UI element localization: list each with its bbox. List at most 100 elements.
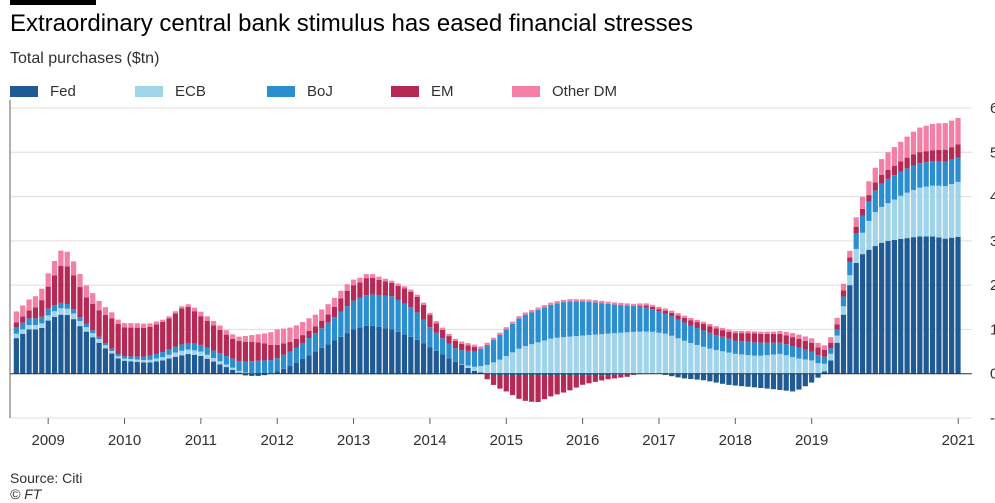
bar-em bbox=[688, 320, 694, 326]
bar-em bbox=[268, 344, 274, 361]
bar-em bbox=[376, 279, 382, 295]
bar-ecb bbox=[758, 355, 764, 374]
bar-other-dm bbox=[783, 331, 789, 336]
bar-ecb bbox=[662, 333, 668, 374]
bar-em bbox=[490, 374, 497, 385]
bar-boj bbox=[90, 330, 96, 334]
bar-other-dm bbox=[580, 299, 586, 302]
bar-em bbox=[567, 375, 573, 391]
bar-fed bbox=[160, 360, 166, 374]
bar-boj bbox=[77, 317, 83, 322]
bar-fed bbox=[522, 373, 528, 376]
bar-ecb bbox=[510, 352, 516, 374]
bar-other-dm bbox=[688, 318, 694, 321]
bar-ecb bbox=[166, 354, 172, 359]
bar-ecb bbox=[535, 342, 541, 374]
bar-other-dm bbox=[802, 336, 808, 341]
bar-other-dm bbox=[809, 338, 815, 343]
bar-em bbox=[134, 327, 140, 357]
bar-ecb bbox=[834, 335, 840, 343]
bar-ecb bbox=[675, 338, 681, 374]
bar-ecb bbox=[160, 357, 166, 361]
bar-boj bbox=[675, 319, 681, 339]
bar-ecb bbox=[20, 329, 26, 334]
bar-em bbox=[102, 314, 109, 343]
bar-boj bbox=[242, 361, 249, 373]
bar-other-dm bbox=[459, 341, 465, 344]
bar-em bbox=[605, 375, 611, 380]
bar-boj bbox=[331, 317, 338, 341]
bar-boj bbox=[459, 350, 465, 365]
bar-other-dm bbox=[859, 196, 866, 209]
bar-ecb bbox=[796, 358, 802, 374]
x-tick-label: 2011 bbox=[185, 432, 217, 449]
bar-other-dm bbox=[287, 327, 293, 342]
bar-other-dm bbox=[134, 323, 140, 328]
bar-other-dm bbox=[732, 330, 738, 334]
bar-fed bbox=[363, 325, 369, 374]
bar-boj bbox=[643, 307, 649, 332]
bar-boj bbox=[700, 330, 707, 347]
bar-em bbox=[535, 375, 541, 402]
bar-boj bbox=[859, 215, 866, 233]
bar-fed bbox=[427, 347, 433, 374]
bar-fed bbox=[719, 373, 726, 384]
bar-ecb bbox=[223, 364, 229, 368]
bar-fed bbox=[599, 373, 605, 376]
bar-fed bbox=[185, 354, 191, 374]
bar-ecb bbox=[210, 358, 217, 362]
bar-boj bbox=[758, 342, 764, 356]
bar-fed bbox=[821, 371, 827, 374]
bar-em bbox=[821, 349, 827, 357]
bar-em bbox=[802, 340, 808, 350]
bar-fed bbox=[331, 340, 338, 374]
bar-em bbox=[783, 335, 789, 345]
bar-other-dm bbox=[770, 331, 777, 334]
bar-other-dm bbox=[891, 147, 897, 166]
bar-em bbox=[522, 375, 528, 401]
bar-boj bbox=[452, 348, 458, 362]
bar-fed bbox=[554, 373, 560, 376]
bar-boj bbox=[280, 354, 287, 369]
bar-em bbox=[249, 341, 255, 362]
bar-fed bbox=[529, 373, 535, 376]
bar-boj bbox=[567, 301, 573, 337]
bar-boj bbox=[198, 344, 204, 352]
bar-boj bbox=[624, 305, 630, 333]
bar-ecb bbox=[605, 333, 611, 374]
bar-fed bbox=[338, 336, 344, 374]
bar-fed bbox=[147, 362, 153, 374]
bar-em bbox=[929, 150, 936, 162]
bar-boj bbox=[681, 322, 688, 341]
bar-boj bbox=[949, 159, 955, 185]
bar-ecb bbox=[45, 315, 51, 321]
bar-em bbox=[319, 320, 325, 329]
bar-other-dm bbox=[490, 337, 497, 340]
bar-boj bbox=[592, 302, 598, 335]
y-tick-label: 5 bbox=[990, 144, 995, 161]
bar-other-dm bbox=[936, 123, 942, 150]
x-tick-label: 2016 bbox=[566, 432, 599, 449]
bar-em bbox=[751, 333, 758, 343]
bar-ecb bbox=[71, 313, 77, 320]
bar-boj bbox=[166, 349, 172, 355]
bar-fed bbox=[306, 355, 312, 374]
bar-em bbox=[764, 333, 770, 343]
bar-boj bbox=[370, 294, 376, 326]
bar-other-dm bbox=[465, 343, 471, 346]
bar-fed bbox=[764, 373, 770, 389]
bar-ecb bbox=[580, 335, 586, 374]
bar-fed bbox=[319, 347, 325, 374]
bar-fed bbox=[713, 373, 719, 383]
bar-other-dm bbox=[440, 327, 446, 330]
bar-other-dm bbox=[420, 302, 427, 305]
bar-other-dm bbox=[764, 331, 770, 334]
bar-other-dm bbox=[242, 336, 249, 342]
bar-fed bbox=[204, 358, 210, 374]
bar-fed bbox=[210, 361, 217, 374]
bar-fed bbox=[885, 240, 891, 374]
bar-em bbox=[172, 313, 179, 347]
bar-ecb bbox=[650, 331, 656, 374]
bar-fed bbox=[777, 373, 783, 390]
bar-boj bbox=[707, 332, 713, 349]
